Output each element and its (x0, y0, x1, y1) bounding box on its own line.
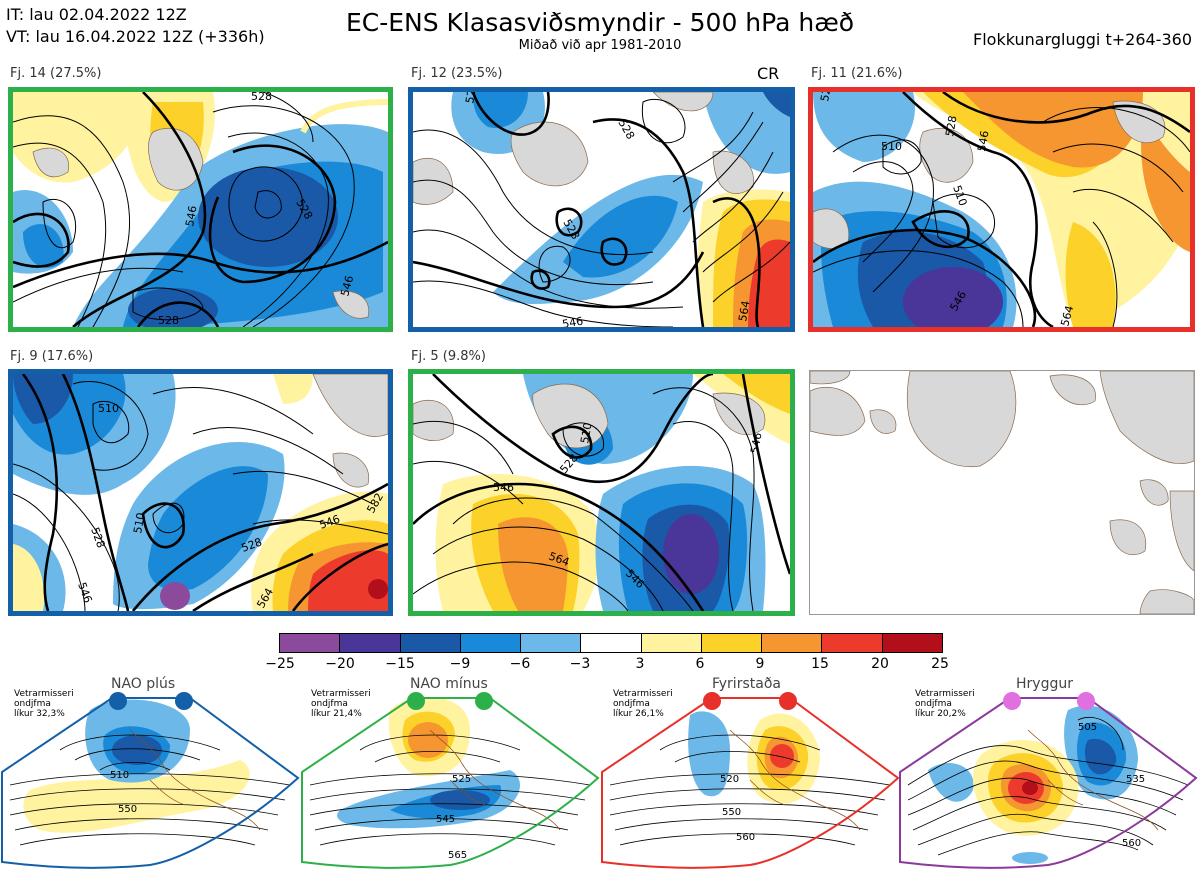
regime-map-nao-plus: 510 550 (0, 692, 300, 869)
colorbar-tick: 9 (755, 656, 765, 672)
contour-label: 565 (448, 850, 467, 861)
panel-label-1: Fj. 14 (27.5%) (10, 66, 102, 81)
cluster-map-3: 528 510 528 546 546 510 564 (808, 87, 1195, 332)
colorbar-swatch (521, 634, 582, 652)
colorbar-tick: −3 (569, 656, 591, 672)
initial-time: IT: lau 02.04.2022 12Z (6, 5, 187, 24)
contour-label: 546 (183, 205, 199, 228)
regime-note-ridge: Vetrarmisseri ondjfma líkur 20,2% (915, 689, 975, 719)
contour-label: 528 (158, 314, 179, 327)
valid-time: VT: lau 16.04.2022 12Z (+336h) (6, 27, 265, 46)
contour-label: 564 (1058, 304, 1076, 327)
contour-label: 546 (493, 481, 514, 494)
contour-label: 546 (561, 315, 584, 327)
colorbar-swatch (460, 634, 522, 652)
contour-label: 546 (338, 274, 356, 298)
colorbar-tick: 25 (931, 656, 949, 672)
contour-label: 510 (881, 140, 902, 153)
colorbar-tick: −9 (449, 656, 471, 672)
contour-label: 528 (818, 92, 834, 103)
contour-label: 528 (943, 115, 959, 138)
contour-label: 510 (578, 422, 594, 445)
contour-label: 520 (720, 774, 739, 785)
contour-label: 560 (736, 832, 755, 843)
colorbar-swatch (762, 634, 823, 652)
regime-title-nao-minus: NAO mínus (410, 676, 488, 692)
panel-label-5: Fj. 5 (9.8%) (411, 349, 486, 364)
colorbar-tick: −15 (385, 656, 415, 672)
regime-note-nao-plus: Vetrarmisseri ondjfma líkur 32,3% (14, 689, 74, 719)
colorbar (279, 633, 943, 653)
cluster-map-2: 528 528 528 546 564 (408, 87, 795, 332)
colorbar-tick: −25 (265, 656, 295, 672)
header-dates: IT: lau 02.04.2022 12Z VT: lau 16.04.202… (6, 4, 265, 48)
contour-label: 550 (118, 804, 137, 815)
contour-label: 550 (722, 807, 741, 818)
colorbar-swatch (400, 634, 461, 652)
cluster-map-4: 510 510 528 528 546 546 564 582 (8, 369, 393, 616)
colorbar-tick: 20 (871, 656, 889, 672)
contour-label: 510 (98, 402, 119, 415)
colorbar-tick: −20 (325, 656, 355, 672)
colorbar-tick: 3 (635, 656, 645, 672)
page-subtitle: Miðað við apr 1981-2010 (518, 38, 682, 53)
contour-label: 564 (736, 300, 752, 323)
colorbar-tick: 15 (811, 656, 829, 672)
colorbar-swatch (581, 634, 642, 652)
panel-label-3: Fj. 11 (21.6%) (811, 66, 903, 81)
contour-label: 525 (452, 774, 471, 785)
panel-label-2: Fj. 12 (23.5%) (411, 66, 503, 81)
regime-map-blocking: 520 550 560 (601, 692, 900, 869)
colorbar-swatch (340, 634, 401, 652)
contour-label: 546 (975, 130, 991, 153)
classification-window: Flokkunargluggi t+264-360 (973, 30, 1192, 49)
colorbar-swatch (641, 634, 702, 652)
colorbar-tick: 6 (695, 656, 705, 672)
colorbar-swatch (822, 634, 883, 652)
background-map (809, 370, 1195, 615)
contour-label: 545 (436, 814, 455, 825)
contour-label: 528 (251, 92, 272, 103)
regime-title-ridge: Hryggur (1016, 676, 1073, 692)
contour-label: 528 (463, 92, 479, 105)
cluster-map-1: 528 546 528 546 528 (8, 87, 393, 332)
page-title: EC-ENS Klasasviðsmyndir - 500 hPa hæð (345, 8, 855, 37)
regime-map-ridge: 505 535 560 (899, 692, 1198, 869)
panel-label-4: Fj. 9 (17.6%) (10, 349, 94, 364)
colorbar-swatch (280, 634, 341, 652)
colorbar-tick: −6 (509, 656, 531, 672)
colorbar-swatch (882, 634, 942, 652)
contour-label: 510 (110, 770, 129, 781)
contour-label: 505 (1078, 722, 1097, 733)
colorbar-swatch (701, 634, 763, 652)
contour-label: 535 (1126, 774, 1145, 785)
regime-title-nao-plus: NAO plús (111, 676, 176, 692)
contour-label: 546 (748, 432, 764, 455)
contour-label: 560 (1122, 838, 1141, 849)
regime-map-nao-minus: 525 545 565 (301, 692, 600, 869)
contour-label: 510 (131, 512, 147, 535)
panel-tag-cr: CR (757, 64, 780, 83)
cluster-map-5: 510 528 546 564 546 546 (408, 369, 795, 616)
regime-note-nao-minus: Vetrarmisseri ondjfma líkur 21,4% (311, 689, 371, 719)
regime-note-blocking: Vetrarmisseri ondjfma líkur 26,1% (613, 689, 673, 719)
regime-title-blocking: Fyrirstaða (712, 676, 781, 692)
